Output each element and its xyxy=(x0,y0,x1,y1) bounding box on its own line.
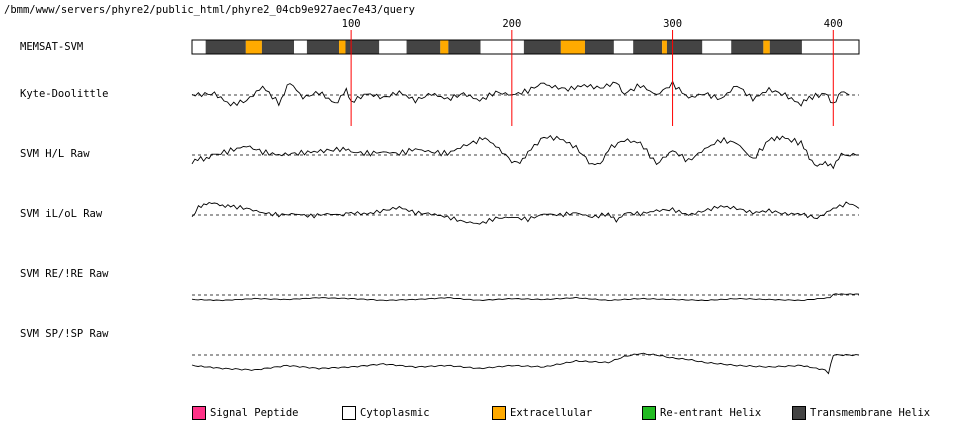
memsat-segment xyxy=(379,40,407,54)
svm-ilol-line xyxy=(191,201,860,225)
legend-swatch xyxy=(342,406,356,420)
memsat-segment xyxy=(613,40,634,54)
memsat-segment xyxy=(666,40,703,54)
legend-swatch xyxy=(642,406,656,420)
legend-extracellular: Extracellular xyxy=(492,405,592,421)
memsat-segment xyxy=(192,40,206,54)
memsat-segment xyxy=(294,40,307,54)
track-label-svm-hl: SVM H/L Raw xyxy=(20,148,90,160)
legend-transmembrane-helix: Transmembrane Helix xyxy=(792,405,930,421)
legend-label: Extracellular xyxy=(510,407,593,419)
memsat-segment xyxy=(480,40,524,54)
memsat-segment xyxy=(523,40,561,54)
memsat-bar-outline xyxy=(191,39,860,55)
legend-swatch xyxy=(492,406,506,420)
track-label-svm-sp: SVM SP/!SP Raw xyxy=(20,328,109,340)
legend-label: Re-entrant Helix xyxy=(660,407,762,419)
memsat-segment xyxy=(560,40,585,54)
memsat-segment xyxy=(306,40,340,54)
x-tick-label: 400 xyxy=(824,18,843,30)
memsat-segment xyxy=(440,40,449,54)
memsat-segment xyxy=(731,40,764,54)
track-label-svm-re: SVM RE/!RE Raw xyxy=(20,268,109,280)
x-tick-label: 100 xyxy=(342,18,361,30)
query-path-header: /bmm/www/servers/phyre2/public_html/phyr… xyxy=(4,4,415,16)
legend-label: Transmembrane Helix xyxy=(810,407,931,419)
memsat-segment xyxy=(448,40,481,54)
memsat-segment xyxy=(769,40,802,54)
memsat-segment xyxy=(584,40,614,54)
track-label-kyte-doolittle: Kyte-Doolittle xyxy=(20,88,109,100)
legend-label: Cytoplasmic xyxy=(360,407,430,419)
legend-swatch xyxy=(792,406,806,420)
memsat-segment xyxy=(633,40,663,54)
legend-cytoplasmic: Cytoplasmic xyxy=(342,405,430,421)
legend-signal-peptide: Signal Peptide xyxy=(192,405,299,421)
memsat-segment xyxy=(763,40,770,54)
memsat-segment xyxy=(406,40,441,54)
memsat-segment xyxy=(339,40,346,54)
x-tick-label: 200 xyxy=(502,18,521,30)
track-label-memsat: MEMSAT-SVM xyxy=(20,41,84,53)
svm-re-line xyxy=(191,293,860,302)
memsat-segment xyxy=(245,40,262,54)
svm-sp-line xyxy=(191,352,860,375)
memsat-segment xyxy=(801,40,859,54)
x-tick-label: 300 xyxy=(663,18,682,30)
memsat-segment xyxy=(702,40,732,54)
memsat-segment xyxy=(261,40,295,54)
svm-hl-line xyxy=(191,134,859,170)
legend-reentrant-helix: Re-entrant Helix xyxy=(642,405,761,421)
memsat-segment xyxy=(345,40,380,54)
kyte-doolittle-line xyxy=(191,80,850,107)
memsat-segment xyxy=(662,40,667,54)
track-label-svm-ilol: SVM iL/oL Raw xyxy=(20,208,103,220)
legend-swatch xyxy=(192,406,206,420)
legend-label: Signal Peptide xyxy=(210,407,299,419)
memsat-segment xyxy=(205,40,246,54)
